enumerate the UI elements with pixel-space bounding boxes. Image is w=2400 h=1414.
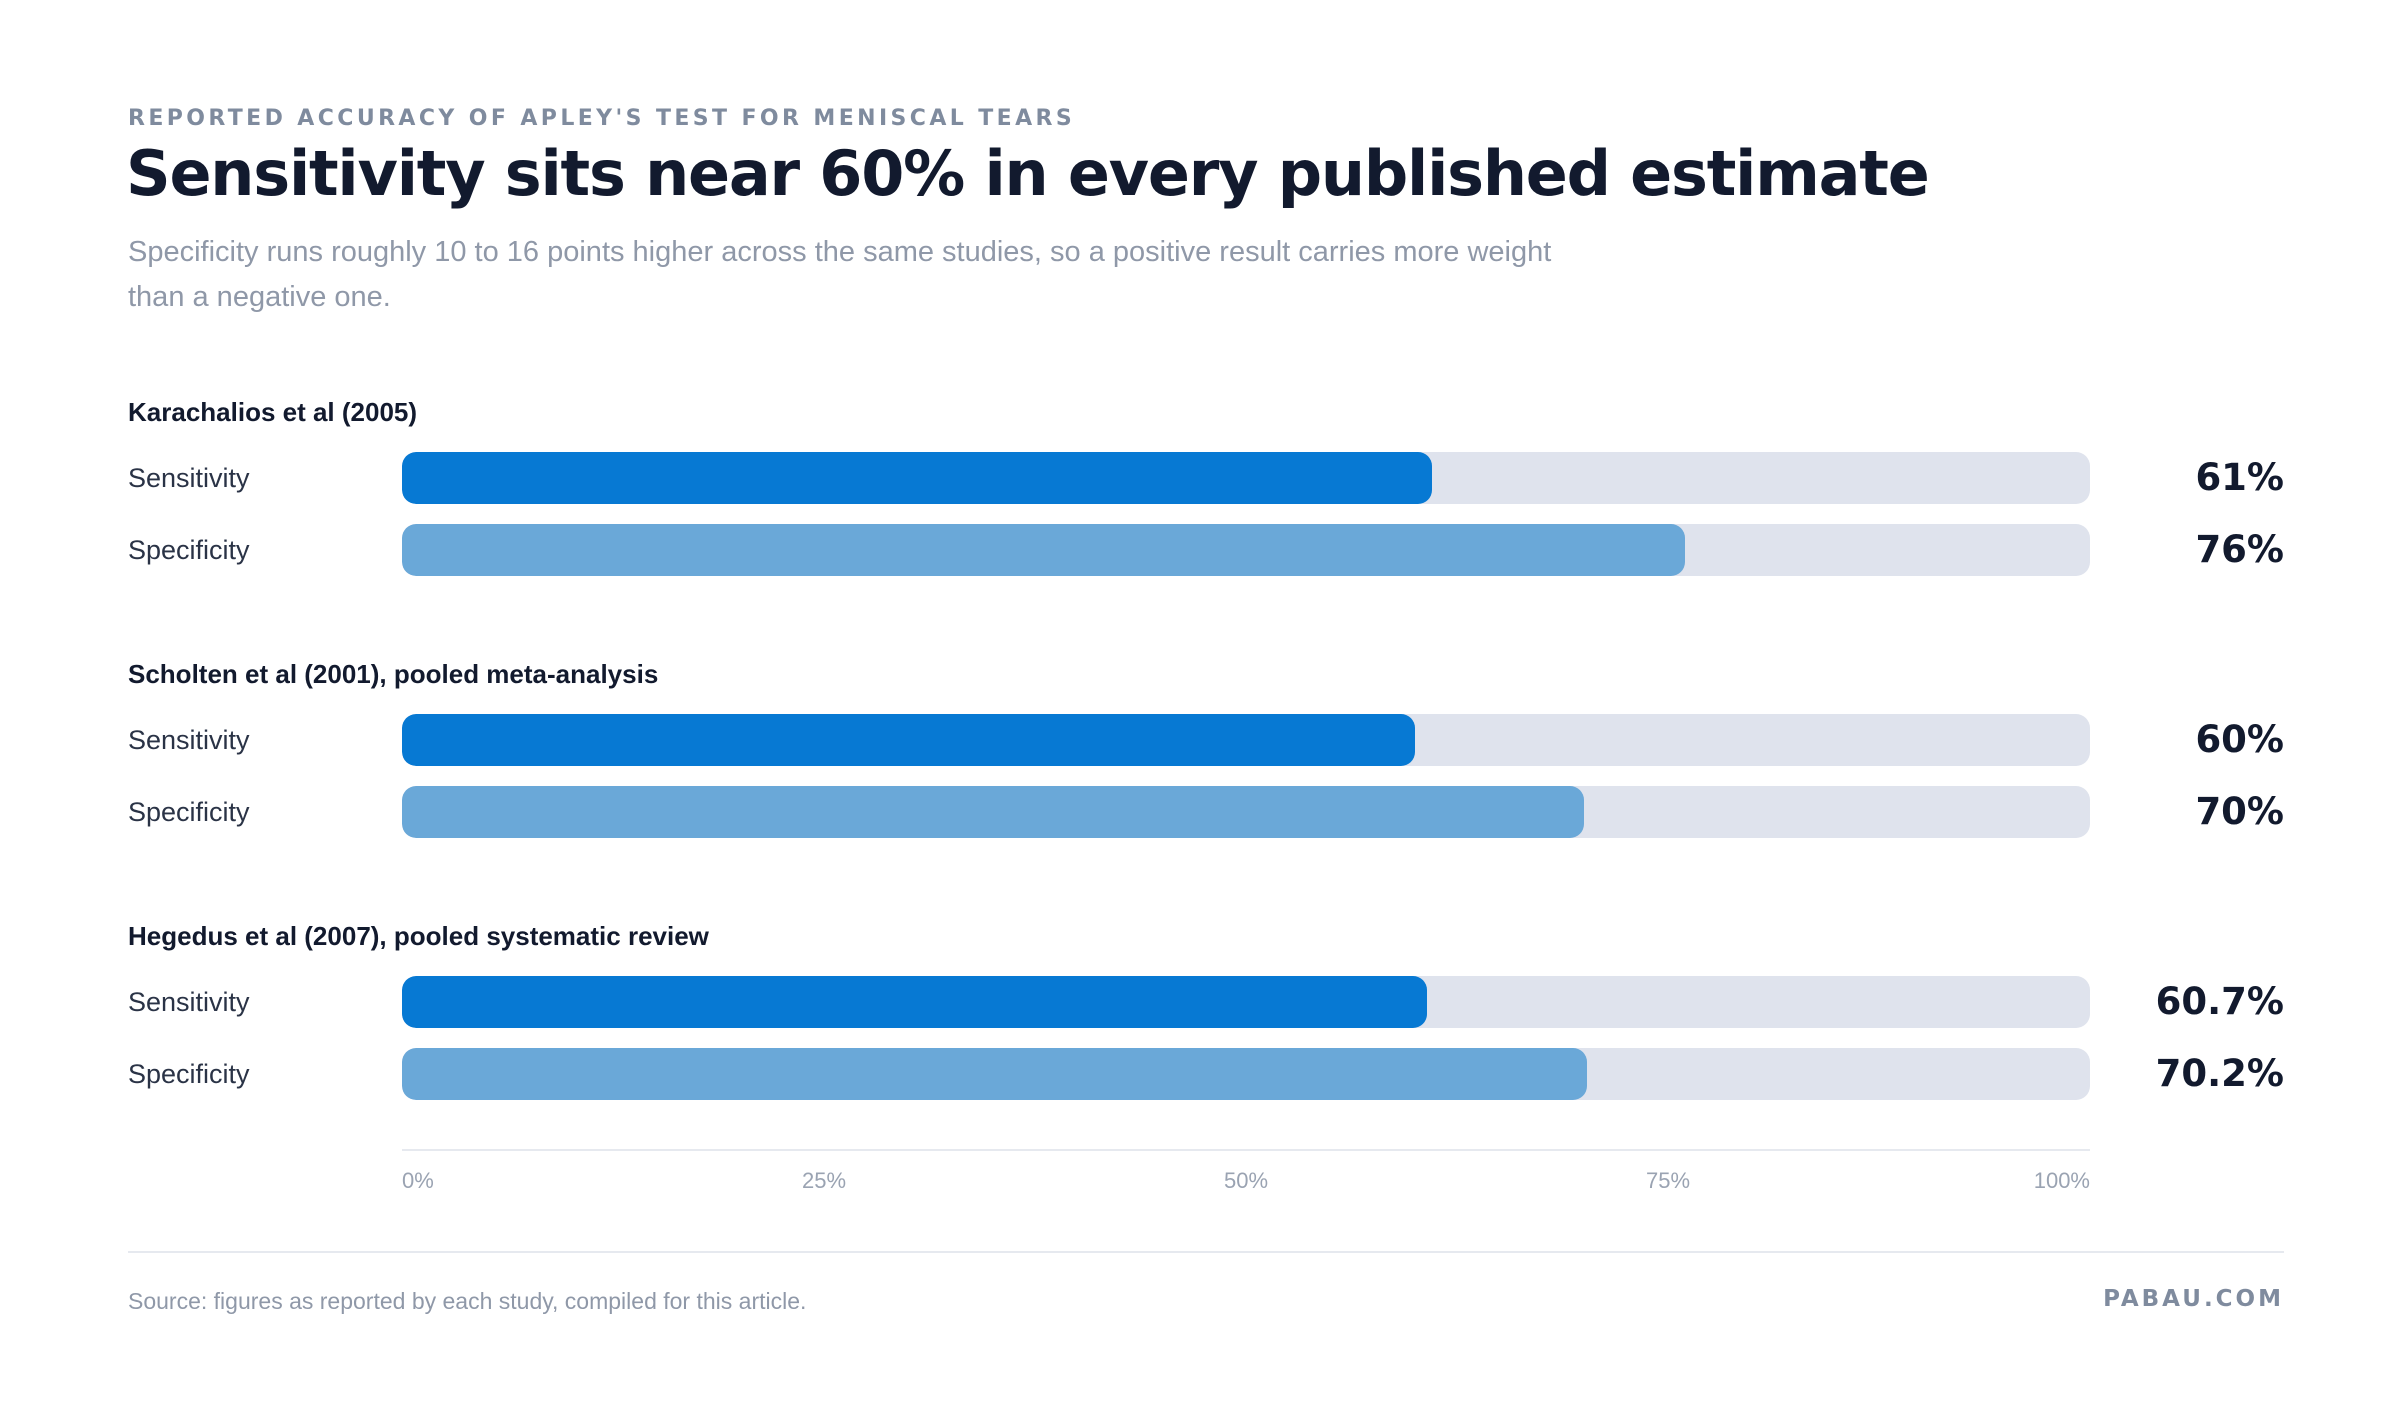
row-label: Sensitivity: [128, 987, 250, 1017]
sensitivity-bar: [402, 452, 1432, 504]
value-label: 60%: [2195, 718, 2284, 761]
specificity-bar: [402, 786, 1584, 838]
row-label: Specificity: [128, 535, 250, 565]
bar-track: [402, 714, 2090, 766]
chart-eyebrow: REPORTED ACCURACY OF APLEY'S TEST FOR ME…: [128, 106, 1076, 131]
x-tick-label: 0%: [402, 1168, 434, 1193]
bar-track: [402, 452, 2090, 504]
value-label: 61%: [2195, 456, 2284, 499]
row-label: Specificity: [128, 797, 250, 827]
row-label: Sensitivity: [128, 463, 250, 493]
bar-track: [402, 786, 2090, 838]
specificity-bar: [402, 1048, 1587, 1100]
x-tick-label: 75%: [1645, 1168, 1691, 1193]
sensitivity-bar: [402, 714, 1415, 766]
chart-subtitle: Specificity runs roughly 10 to 16 points…: [128, 236, 1552, 313]
bar-track: [402, 1048, 2090, 1100]
row-label: Sensitivity: [128, 725, 250, 755]
bar-track: [402, 524, 2090, 576]
x-axis-line: [402, 1149, 2090, 1151]
value-label: 60.7%: [2155, 980, 2284, 1023]
group-title: Hegedus et al (2007), pooled systematic …: [128, 921, 709, 951]
footer-divider: [128, 1251, 2284, 1253]
group-title: Karachalios et al (2005): [128, 397, 418, 427]
x-tick-label: 50%: [1223, 1168, 1269, 1193]
specificity-bar: [402, 524, 1685, 576]
bar-track: [402, 976, 2090, 1028]
row-label: Specificity: [128, 1059, 250, 1089]
x-tick-label: 100%: [2033, 1168, 2090, 1193]
brand-label: PABAU.COM: [2103, 1286, 2284, 1312]
value-label: 70%: [2195, 790, 2284, 833]
chart-title: Sensitivity sits near 60% in every publi…: [126, 137, 1930, 210]
sensitivity-bar: [402, 976, 1427, 1028]
group-title: Scholten et al (2001), pooled meta-analy…: [128, 659, 659, 689]
x-tick-label: 25%: [801, 1168, 847, 1193]
value-label: 76%: [2195, 528, 2284, 571]
source-note: Source: figures as reported by each stud…: [128, 1288, 807, 1314]
value-label: 70.2%: [2155, 1052, 2284, 1095]
